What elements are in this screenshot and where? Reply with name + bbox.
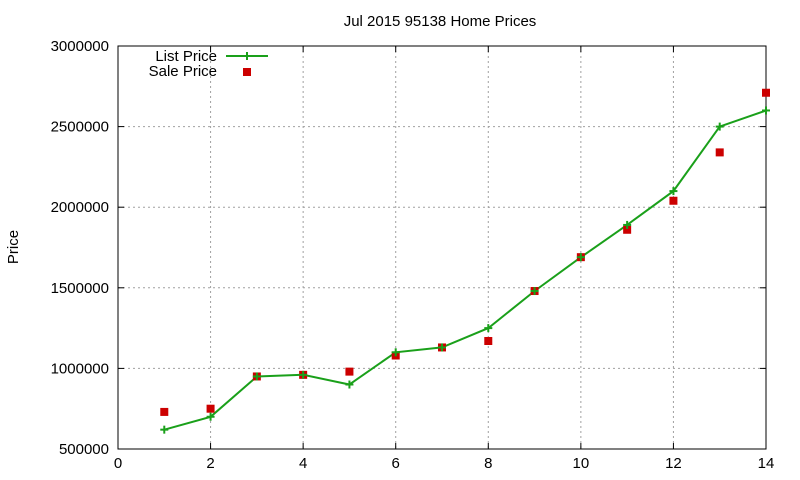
list-price-point — [160, 425, 169, 434]
legend-entry-sale-price: Sale Price — [149, 63, 251, 80]
legend-square-marker — [243, 68, 251, 76]
sale-price-point — [762, 88, 770, 97]
list-price-point — [484, 324, 493, 333]
list-price-point — [438, 343, 446, 352]
legend-entry-list-price: List Price — [155, 48, 268, 65]
list-price-point — [299, 370, 308, 379]
y-tick-label: 2500000 — [51, 119, 109, 136]
sale-price-point — [484, 336, 493, 345]
sale-price-point — [206, 404, 215, 413]
x-tick-label: 6 — [392, 455, 400, 472]
y-tick-label: 500000 — [59, 441, 109, 458]
series-layer — [160, 88, 770, 434]
x-tick-label: 12 — [665, 455, 682, 472]
y-axis-label: Price — [5, 230, 22, 264]
list-price-point — [576, 253, 585, 262]
x-tick-label: 10 — [573, 455, 590, 472]
list-price-point — [206, 412, 215, 421]
list-price-point — [669, 187, 678, 196]
list-price-point — [252, 372, 261, 381]
axis-ticks: 0 2 4 6 8 10 12 14 500000 1000000 1500000 2000000 25… — [51, 38, 775, 472]
sale-price-point — [345, 367, 354, 376]
y-tick-label: 3000000 — [51, 38, 109, 55]
chart-title: Jul 2015 95138 Home Prices — [344, 13, 537, 30]
list-price-point — [762, 106, 770, 115]
list-price-point — [715, 122, 724, 131]
list-price-point — [345, 380, 354, 389]
sale-price-point — [669, 196, 678, 205]
list-price-line — [164, 109, 767, 431]
x-tick-label: 8 — [484, 455, 492, 472]
x-tick-label: 0 — [114, 455, 122, 472]
legend-label: Sale Price — [149, 63, 217, 80]
sale-price-point — [623, 225, 632, 234]
legend-label: List Price — [155, 48, 217, 65]
list-price-point — [391, 348, 400, 357]
y-tick-label: 1500000 — [51, 280, 109, 297]
y-tick-label: 2000000 — [51, 199, 109, 216]
gridlines — [118, 46, 766, 449]
sale-price-point — [160, 407, 169, 416]
list-price-point — [530, 287, 539, 296]
plot-frame — [117, 45, 767, 450]
x-tick-label: 2 — [206, 455, 214, 472]
x-tick-label: 4 — [299, 455, 307, 472]
y-tick-label: 1000000 — [51, 360, 109, 377]
sale-price-point — [715, 148, 724, 157]
x-tick-label: 14 — [758, 455, 775, 472]
list-price-point — [623, 220, 632, 229]
legend-plus-marker — [243, 52, 251, 60]
